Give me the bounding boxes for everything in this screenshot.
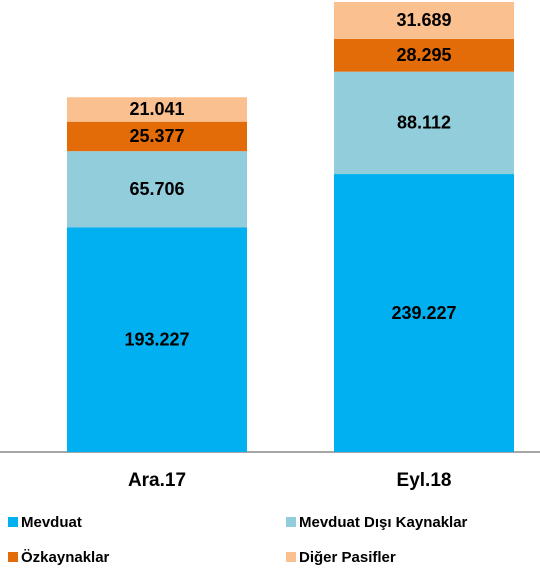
legend-label: Özkaynaklar	[21, 549, 110, 566]
legend-swatch	[8, 552, 18, 562]
legend-label: Mevduat Dışı Kaynaklar	[299, 514, 468, 531]
data-label: 239.227	[391, 303, 456, 323]
data-label: 31.689	[396, 10, 451, 30]
bar-segment	[67, 121, 247, 152]
bar-segment	[67, 151, 247, 228]
x-tick-label: Ara.17	[128, 470, 186, 491]
bar-segment	[334, 71, 514, 175]
data-label: 25.377	[129, 126, 184, 146]
bar-segment	[67, 97, 247, 122]
bar-segment	[67, 227, 247, 452]
bar-segment	[334, 2, 514, 39]
data-label: 21.041	[129, 99, 184, 119]
x-tick-label: Eyl.18	[397, 470, 452, 491]
data-label: 65.706	[129, 179, 184, 199]
legend-swatch	[8, 517, 18, 527]
data-label: 193.227	[124, 330, 189, 350]
bar-segment	[334, 174, 514, 453]
legend-label: Mevduat	[21, 514, 82, 531]
legend-swatch	[286, 517, 296, 527]
legend-label: Diğer Pasifler	[299, 549, 396, 566]
data-label: 28.295	[396, 45, 451, 65]
data-label: 88.112	[397, 113, 451, 133]
bar-segment	[334, 38, 514, 72]
legend-swatch	[286, 552, 296, 562]
